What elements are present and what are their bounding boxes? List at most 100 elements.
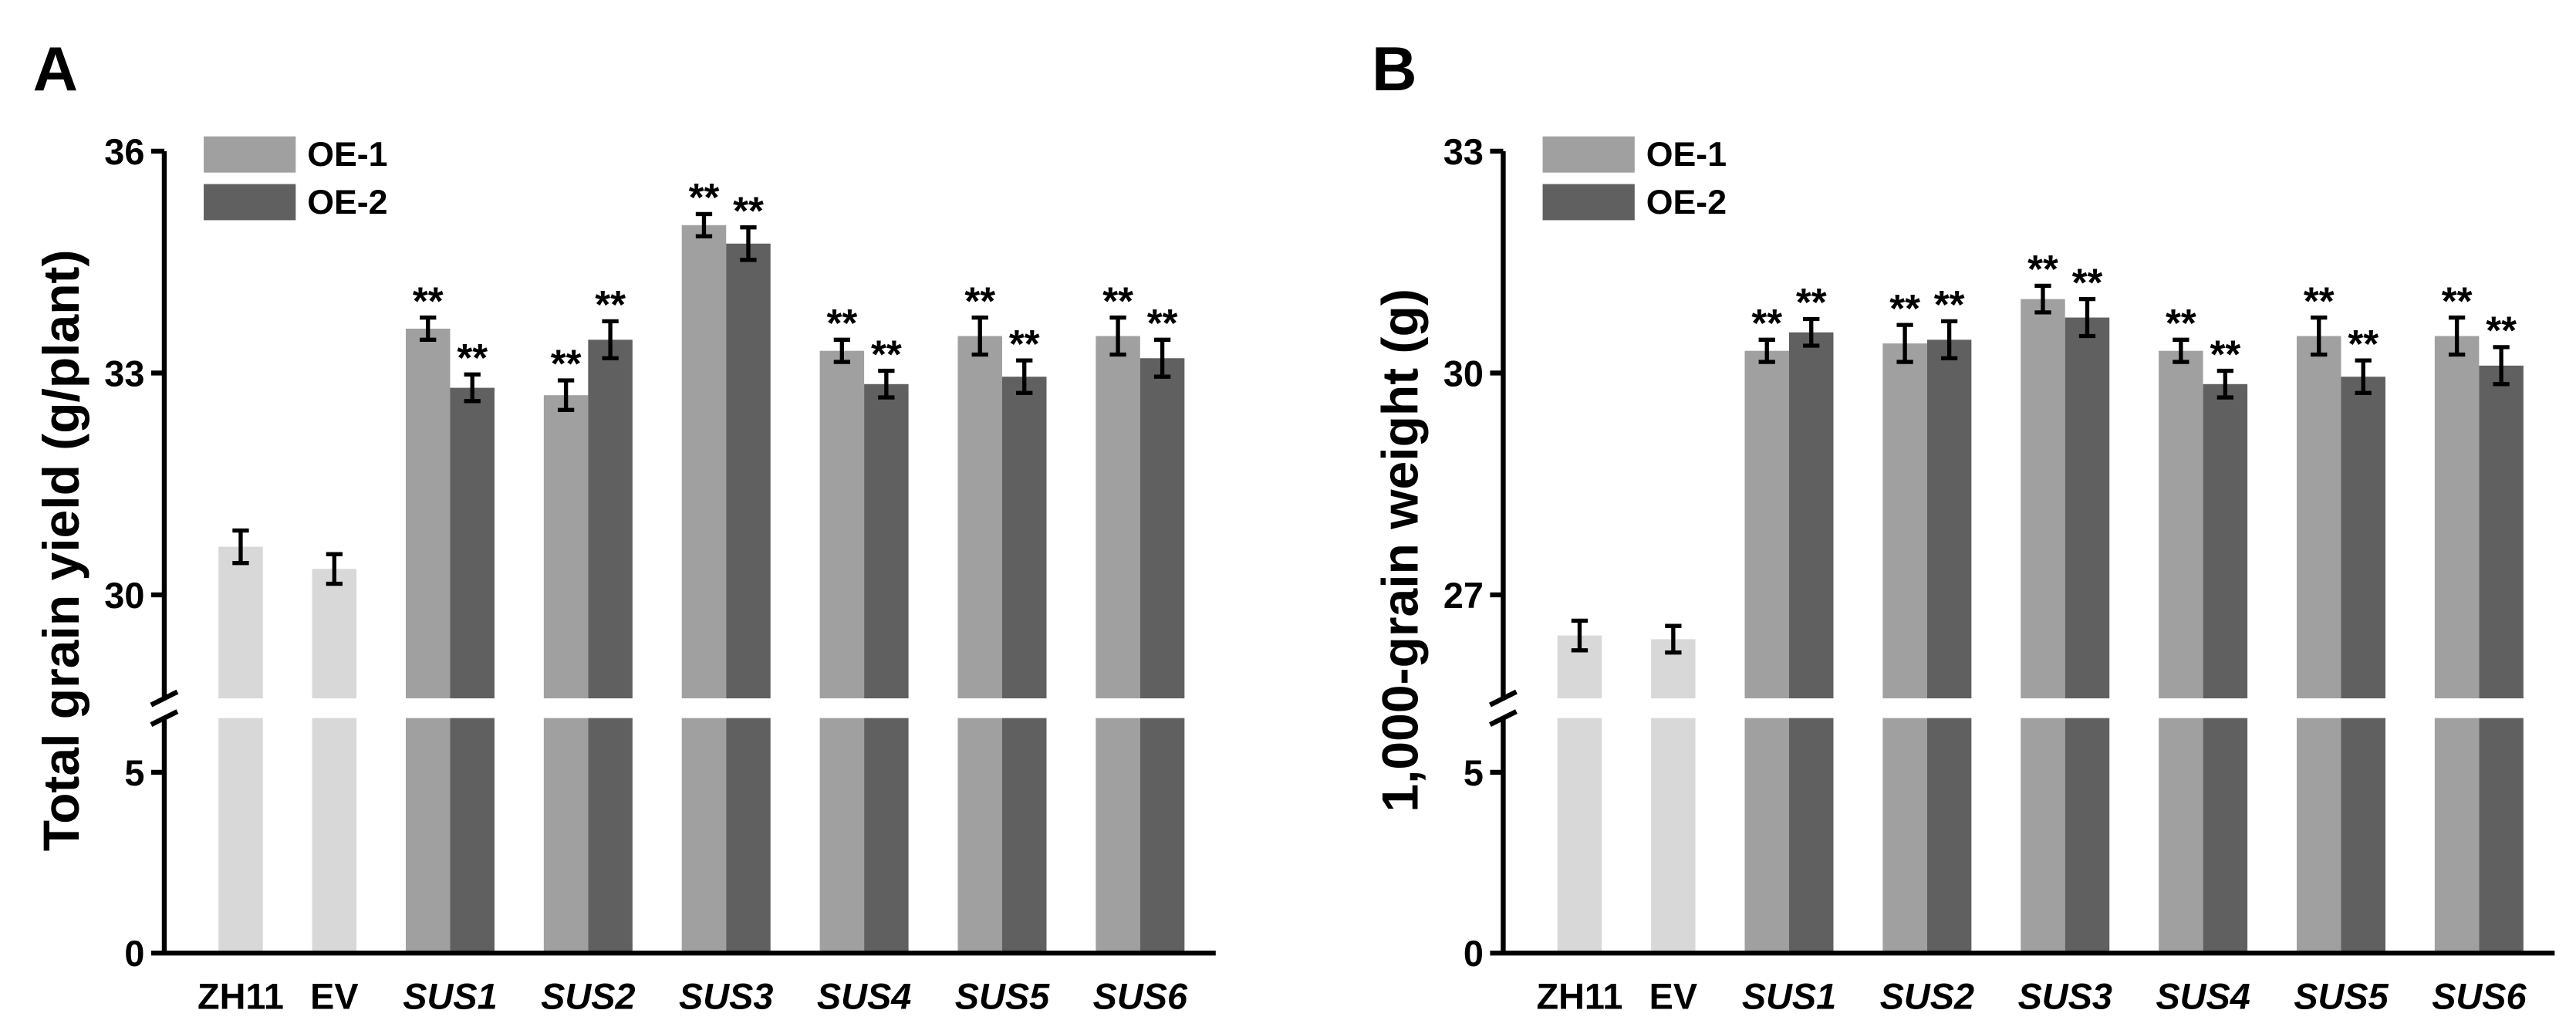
significance-label: ** <box>2348 322 2378 366</box>
bar-upper <box>2296 336 2341 699</box>
bar-lower <box>819 718 865 954</box>
bar-lower <box>2479 718 2524 954</box>
bar-lower <box>588 718 633 954</box>
legend-swatch <box>1542 184 1635 221</box>
significance-label: ** <box>2304 279 2335 323</box>
legend-swatch <box>1542 136 1635 173</box>
significance-label: ** <box>2027 247 2058 291</box>
bar-upper <box>1882 343 1927 699</box>
x-tick-label: SUS5 <box>2294 977 2389 1017</box>
bar-lower <box>864 718 909 954</box>
y-tick-label: 33 <box>104 353 144 394</box>
axis-break <box>1488 709 1518 727</box>
legend-swatch <box>204 136 296 173</box>
bar-upper <box>957 336 1002 699</box>
significance-label: ** <box>1889 286 1920 330</box>
significance-label: ** <box>2166 301 2196 345</box>
x-tick-label: SUS3 <box>2018 977 2112 1017</box>
bar-lower <box>1788 718 1834 954</box>
y-axis-label: 1,000-grain weight (g) <box>1372 289 1429 812</box>
significance-label: ** <box>413 279 444 323</box>
bar-lower <box>2065 718 2110 954</box>
bar-lower <box>2159 718 2203 954</box>
bar-lower <box>2203 718 2248 954</box>
bar-upper <box>819 350 865 699</box>
significance-label: ** <box>1751 301 1782 345</box>
significance-label: ** <box>595 282 626 326</box>
bar-lower <box>2434 718 2480 954</box>
x-tick-label: SUS3 <box>679 977 773 1017</box>
bar-upper <box>1926 340 1972 699</box>
significance-label: ** <box>2072 260 2103 304</box>
x-tick-label: ZH11 <box>198 977 284 1017</box>
x-tick-label: SUS1 <box>1742 977 1836 1017</box>
bar-lower <box>1926 718 1972 954</box>
x-tick-label: SUS6 <box>2432 977 2527 1017</box>
significance-label: ** <box>1102 279 1133 323</box>
bar-upper <box>2434 336 2480 699</box>
bar-upper <box>312 569 357 699</box>
bar-upper <box>1096 336 1140 699</box>
x-tick-label: SUS2 <box>541 977 635 1017</box>
x-tick-label: SUS4 <box>2156 977 2250 1017</box>
bar-upper <box>2341 377 2385 699</box>
bar-upper <box>2203 383 2248 699</box>
bar-upper <box>218 546 263 699</box>
x-tick-label: EV <box>310 977 358 1017</box>
bar-upper <box>450 387 495 699</box>
bar-lower <box>726 718 771 954</box>
bar-upper <box>1001 377 1047 699</box>
legend-label: OE-2 <box>1646 184 1727 221</box>
significance-label: ** <box>826 301 857 345</box>
bar-lower <box>1139 718 1185 954</box>
bar-lower <box>218 718 263 954</box>
bar-lower <box>681 718 727 954</box>
legend-label: OE-1 <box>307 136 387 174</box>
bar-upper <box>1788 332 1834 699</box>
bar-lower <box>2296 718 2341 954</box>
bar-lower <box>1557 718 1602 954</box>
x-tick-label: SUS6 <box>1093 977 1188 1017</box>
legend-label: OE-1 <box>1646 136 1727 174</box>
bar-upper <box>405 328 451 699</box>
axis-break <box>150 709 179 727</box>
axis-break <box>150 689 179 708</box>
significance-label: ** <box>1147 301 1178 345</box>
y-axis-label: Total grain yield (g/plant) <box>32 250 89 852</box>
y-tick-label: 0 <box>124 934 144 974</box>
panel-label: B <box>1372 35 1416 104</box>
y-tick-label: 27 <box>1443 576 1484 616</box>
significance-label: ** <box>2210 332 2240 376</box>
x-tick-label: SUS5 <box>955 977 1050 1017</box>
bar-lower <box>957 718 1002 954</box>
bar-lower <box>1882 718 1927 954</box>
x-tick-label: SUS2 <box>1880 977 1974 1017</box>
bar-upper <box>588 340 633 699</box>
x-tick-label: SUS4 <box>817 977 911 1017</box>
significance-label: ** <box>551 342 582 386</box>
x-tick-label: ZH11 <box>1537 977 1623 1017</box>
y-tick-label: 30 <box>1443 353 1484 394</box>
bar-upper <box>2479 365 2524 699</box>
bar-lower <box>450 718 495 954</box>
axis-break <box>1488 689 1518 708</box>
significance-label: ** <box>2442 279 2473 323</box>
bar-lower <box>1744 718 1789 954</box>
significance-label: ** <box>1009 322 1040 366</box>
bar-lower <box>1001 718 1047 954</box>
significance-label: ** <box>733 188 764 232</box>
y-tick-label: 36 <box>104 132 144 172</box>
bar-lower <box>2341 718 2385 954</box>
bar-upper <box>681 225 727 699</box>
bar-lower <box>405 718 451 954</box>
significance-label: ** <box>689 175 720 219</box>
legend-label: OE-2 <box>307 184 387 221</box>
legend-swatch <box>204 184 296 221</box>
y-tick-label: 33 <box>1443 132 1484 172</box>
bar-upper <box>543 395 589 699</box>
bar-upper <box>2159 350 2203 699</box>
y-tick-label: 5 <box>1464 753 1484 793</box>
significance-label: ** <box>2486 309 2517 353</box>
y-tick-label: 5 <box>124 753 144 793</box>
